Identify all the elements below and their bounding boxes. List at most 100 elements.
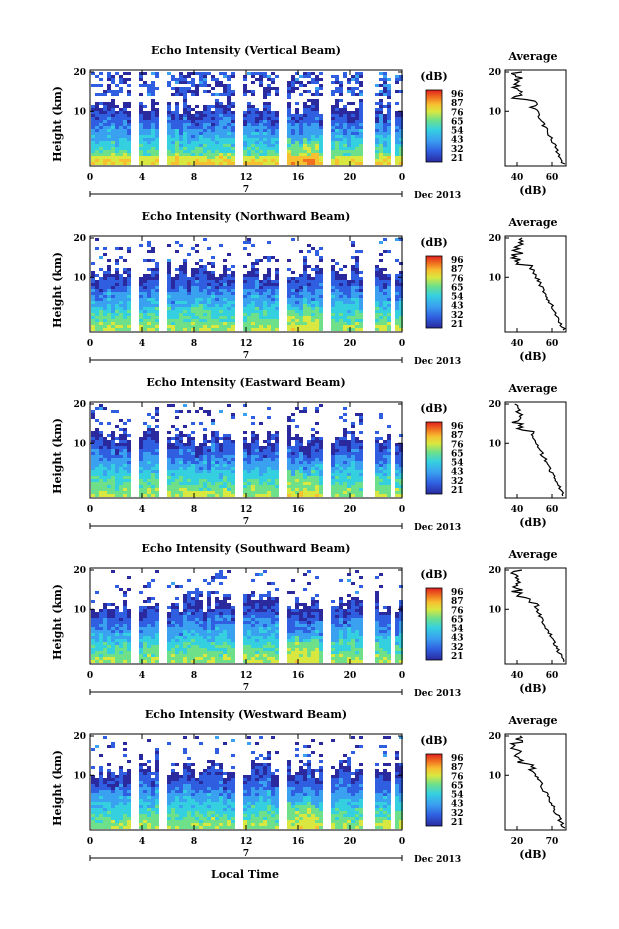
heatmap-cell <box>379 271 383 274</box>
heatmap-cell <box>175 313 179 316</box>
heatmap-cell <box>187 434 191 437</box>
heatmap-cell <box>383 440 387 443</box>
heatmap-cell <box>179 304 183 307</box>
heatmap-cell <box>251 93 255 96</box>
heatmap-cell <box>243 114 247 117</box>
heatmap-cell <box>155 162 159 165</box>
heatmap-cell <box>155 319 159 322</box>
heatmap-cell <box>139 123 143 126</box>
heatmap-cell <box>307 289 311 292</box>
heatmap-cell <box>151 84 155 87</box>
heatmap-cell <box>111 488 115 491</box>
heatmap-cell <box>295 467 299 470</box>
heatmap-cell <box>287 93 291 96</box>
colorbar <box>425 421 443 495</box>
heatmap-cell <box>183 153 187 156</box>
heatmap-cell <box>183 150 187 153</box>
heatmap-cell <box>295 437 299 440</box>
heatmap-cell <box>259 301 263 304</box>
heatmap-cell <box>331 491 335 494</box>
heatmap-cell <box>251 304 255 307</box>
heatmap-cell <box>351 313 355 316</box>
heatmap-cell <box>95 464 99 467</box>
heatmap-cell <box>347 440 351 443</box>
heatmap-cell <box>167 117 171 120</box>
heatmap-cell <box>155 262 159 265</box>
heatmap-cell <box>347 491 351 494</box>
heatmap-cell <box>123 464 127 467</box>
heatmap-cell <box>147 277 151 280</box>
heatmap-cell <box>347 153 351 156</box>
heatmap-cell <box>171 301 175 304</box>
heatmap-cell <box>347 325 351 328</box>
heatmap-cell <box>319 479 323 482</box>
heatmap-cell <box>255 135 259 138</box>
heatmap-cell <box>167 123 171 126</box>
heatmap-cell <box>231 485 235 488</box>
heatmap-cell <box>275 292 279 295</box>
heatmap-cell <box>119 452 123 455</box>
heatmap-cell <box>155 488 159 491</box>
heatmap-cell <box>219 437 223 440</box>
heatmap-cell <box>307 322 311 325</box>
heatmap-cell <box>211 280 215 283</box>
heatmap-cell <box>231 295 235 298</box>
heatmap-cell <box>343 316 347 319</box>
heatmap-cell <box>199 75 203 78</box>
heatmap-cell <box>167 630 171 633</box>
heatmap-cell <box>139 289 143 292</box>
heatmap-cell <box>399 277 403 280</box>
heatmap-cell <box>359 141 363 144</box>
heatmap-cell <box>99 141 103 144</box>
heatmap-cell <box>207 280 211 283</box>
heatmap-cell <box>103 461 107 464</box>
heatmap-cell <box>343 132 347 135</box>
heatmap-cell <box>339 449 343 452</box>
heatmap-cell <box>195 603 199 606</box>
heatmap-cell <box>383 316 387 319</box>
heatmap-cell <box>343 479 347 482</box>
heatmap-cell <box>103 440 107 443</box>
heatmap-cell <box>127 473 131 476</box>
heatmap-cell <box>383 250 387 253</box>
heatmap-cell <box>339 114 343 117</box>
heatmap-cell <box>267 461 271 464</box>
heatmap-cell <box>271 150 275 153</box>
heatmap-cell <box>199 280 203 283</box>
heatmap-cell <box>123 292 127 295</box>
heatmap-cell <box>223 132 227 135</box>
heatmap-cell <box>123 310 127 313</box>
heatmap-cell <box>91 491 95 494</box>
heatmap-cell <box>319 292 323 295</box>
heatmap-cell <box>179 244 183 247</box>
heatmap-cell <box>251 150 255 153</box>
heatmap-cell <box>263 295 267 298</box>
heatmap-cell <box>263 147 267 150</box>
heatmap-cell <box>247 238 251 241</box>
x-tick-label: 20 <box>344 339 357 349</box>
heatmap-cell <box>119 455 123 458</box>
heatmap-cell <box>119 304 123 307</box>
heatmap-cell <box>383 144 387 147</box>
heatmap-cell <box>271 458 275 461</box>
heatmap-cell <box>351 265 355 268</box>
heatmap-cell <box>219 458 223 461</box>
heatmap-cell <box>359 298 363 301</box>
heatmap-cell <box>95 286 99 289</box>
heatmap-cell <box>355 473 359 476</box>
heatmap-cell <box>107 458 111 461</box>
heatmap-cell <box>111 78 115 81</box>
heatmap-cell <box>199 464 203 467</box>
heatmap-cell <box>303 479 307 482</box>
heatmap-cell <box>127 147 131 150</box>
heatmap-cell <box>263 286 267 289</box>
heatmap-cell <box>311 108 315 111</box>
heatmap-cell <box>255 437 259 440</box>
heatmap-cell <box>107 132 111 135</box>
heatmap-cell <box>175 467 179 470</box>
heatmap-cell <box>119 87 123 90</box>
heatmap-cell <box>107 78 111 81</box>
heatmap-cell <box>251 437 255 440</box>
heatmap-cell <box>155 307 159 310</box>
heatmap-cell <box>127 464 131 467</box>
